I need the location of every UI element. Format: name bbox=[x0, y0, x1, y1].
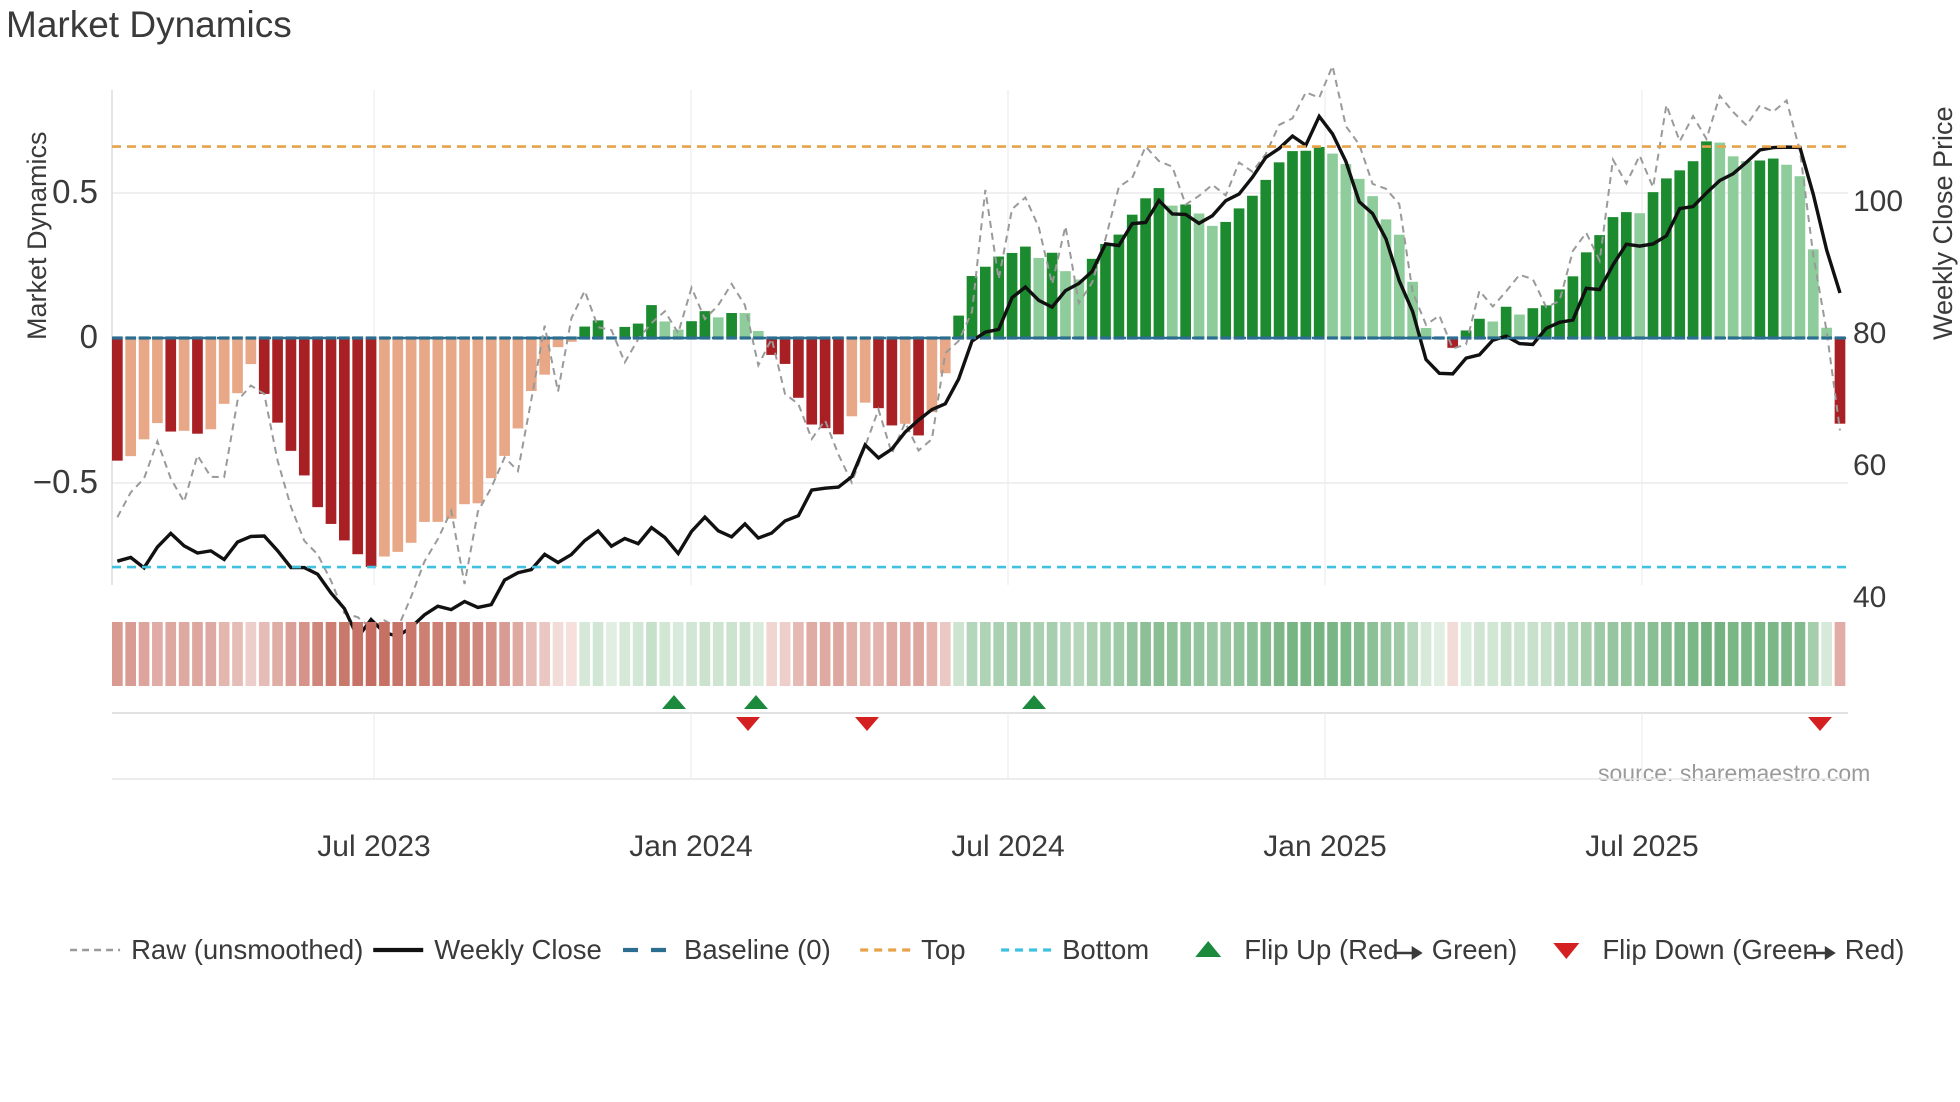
svg-text:Baseline (0): Baseline (0) bbox=[684, 934, 831, 965]
svg-text:Bottom: Bottom bbox=[1062, 934, 1149, 965]
svg-text:Weekly Close: Weekly Close bbox=[434, 934, 602, 965]
svg-text:Jul 2025: Jul 2025 bbox=[1585, 830, 1698, 863]
svg-text:Jul 2024: Jul 2024 bbox=[951, 830, 1064, 863]
svg-text:Jul 2023: Jul 2023 bbox=[317, 830, 430, 863]
svg-text:40: 40 bbox=[1853, 581, 1886, 614]
svg-text:Flip Down (Green: Flip Down (Green bbox=[1602, 934, 1818, 965]
svg-text:0: 0 bbox=[80, 318, 98, 355]
svg-text:−0.5: −0.5 bbox=[33, 463, 98, 500]
svg-text:60: 60 bbox=[1853, 449, 1886, 482]
svg-text:Green): Green) bbox=[1432, 934, 1518, 965]
svg-text:Red): Red) bbox=[1845, 934, 1905, 965]
svg-text:Top: Top bbox=[921, 934, 965, 965]
svg-text:0.5: 0.5 bbox=[52, 173, 98, 210]
svg-text:80: 80 bbox=[1853, 317, 1886, 350]
svg-text:100: 100 bbox=[1853, 185, 1903, 218]
svg-text:Jan 2025: Jan 2025 bbox=[1263, 830, 1386, 863]
svg-text:Jan 2024: Jan 2024 bbox=[629, 830, 752, 863]
svg-text:Raw (unsmoothed): Raw (unsmoothed) bbox=[131, 934, 363, 965]
svg-text:Flip Up (Red: Flip Up (Red bbox=[1244, 934, 1398, 965]
